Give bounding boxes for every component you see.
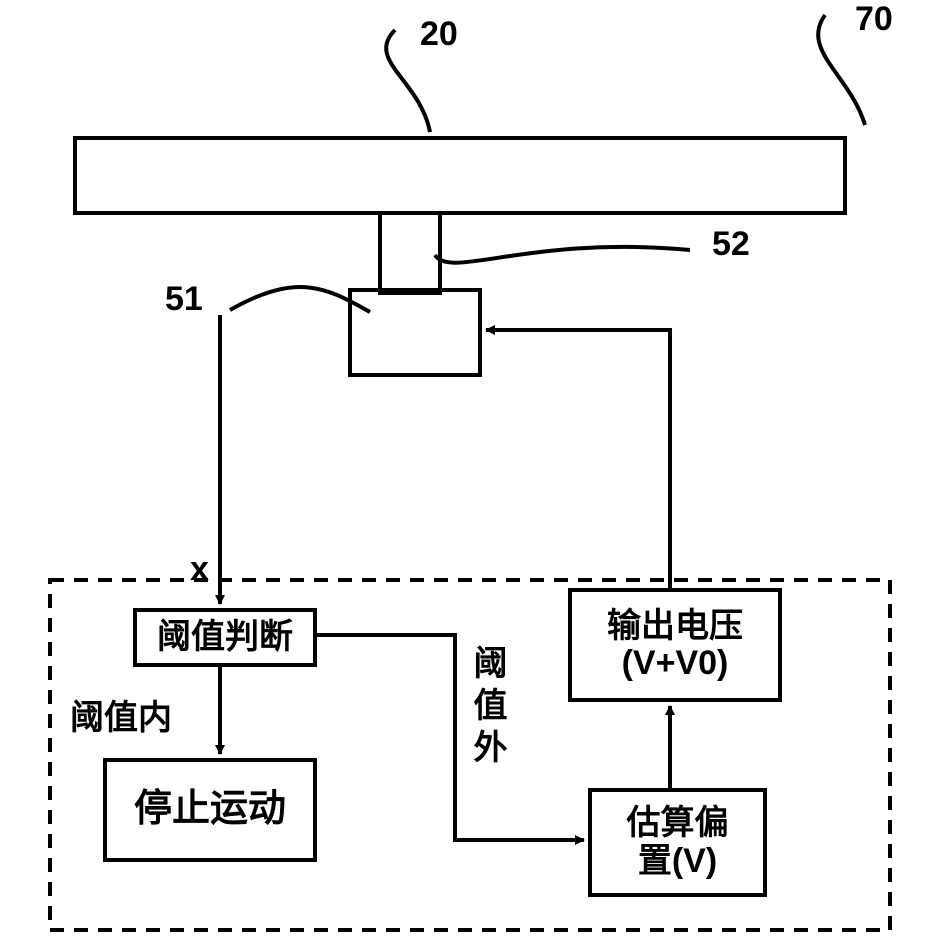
outside-threshold-label: 阈值外 [470, 645, 504, 771]
within-threshold-label: 阈值内 [70, 690, 172, 739]
ref-label-20: 20 [420, 15, 458, 54]
ref-label-70: 70 [855, 0, 893, 39]
stop-motion-box-text: 停止运动 [105, 760, 315, 860]
ref-label-52: 52 [712, 225, 750, 264]
threshold-judge-box-text: 阈值判断 [135, 610, 315, 665]
ref-label-51: 51 [165, 280, 203, 319]
estimate-bias-box-text: 估算偏置(V) [590, 790, 765, 895]
var-label-x: x [190, 550, 209, 589]
output-voltage-box-text: 输出电压(V+V0) [570, 590, 780, 700]
